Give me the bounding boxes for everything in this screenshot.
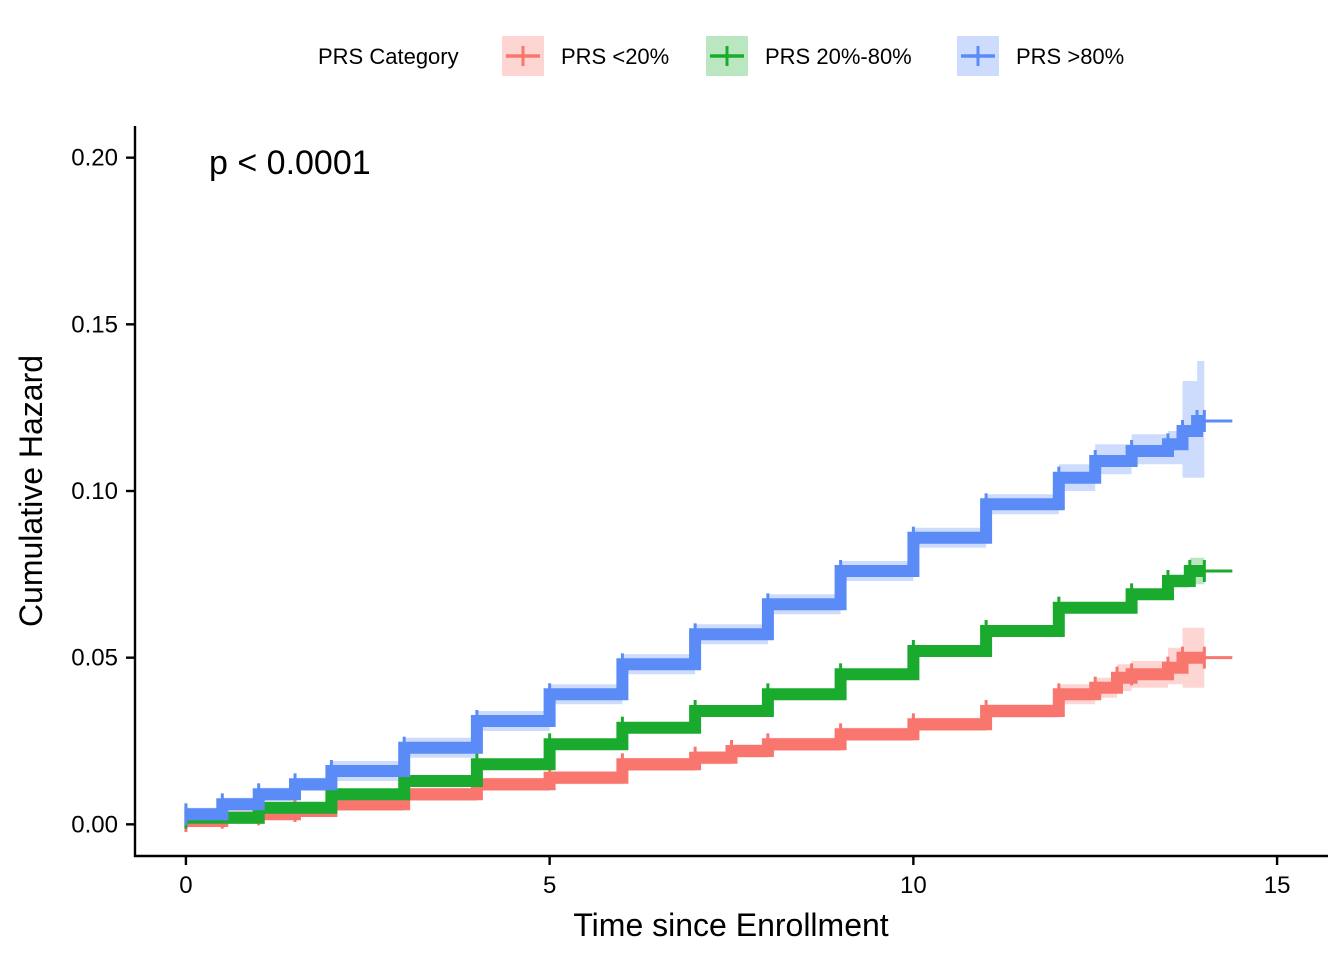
p-value-annotation: p < 0.0001 bbox=[209, 144, 371, 182]
legend-label: PRS >80% bbox=[1016, 44, 1124, 69]
y-tick-label: 0.10 bbox=[71, 478, 118, 505]
x-tick-label: 10 bbox=[900, 872, 927, 899]
y-ticks: 0.00 0.05 0.10 0.15 0.20 bbox=[71, 145, 135, 838]
legend-label: PRS <20% bbox=[561, 44, 669, 69]
legend-label: PRS 20%-80% bbox=[765, 44, 912, 69]
legend: PRS Category PRS <20% PRS 20%-80% PRS >80% bbox=[318, 36, 1124, 76]
y-tick-label: 0.20 bbox=[71, 145, 118, 172]
hazard-line bbox=[185, 415, 1205, 821]
y-tick-label: 0.05 bbox=[71, 645, 118, 672]
x-tick-label: 0 bbox=[179, 872, 192, 899]
x-tick-label: 5 bbox=[543, 872, 556, 899]
y-tick-label: 0.00 bbox=[71, 811, 118, 838]
hazard-curves bbox=[184, 410, 1233, 832]
legend-title: PRS Category bbox=[318, 44, 459, 69]
y-axis-title: Cumulative Hazard bbox=[13, 355, 49, 627]
ci-band bbox=[185, 557, 1205, 821]
x-ticks: 0 5 10 15 bbox=[179, 856, 1290, 899]
y-tick-label: 0.15 bbox=[71, 311, 118, 338]
x-axis-title: Time since Enrollment bbox=[573, 907, 888, 943]
x-tick-label: 15 bbox=[1264, 872, 1291, 899]
